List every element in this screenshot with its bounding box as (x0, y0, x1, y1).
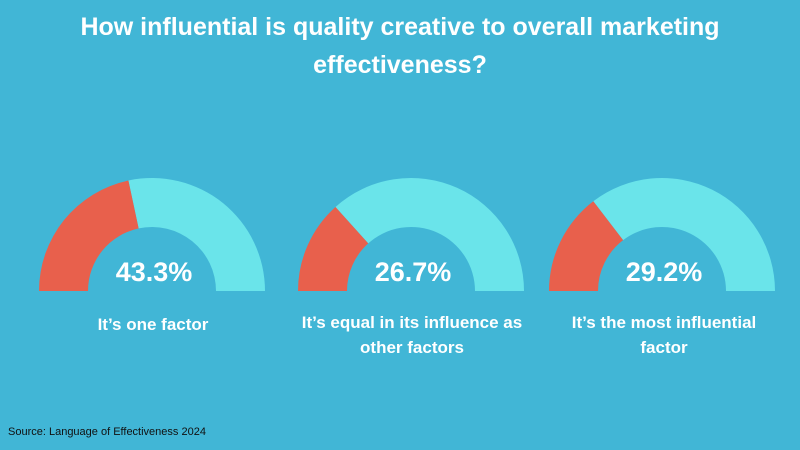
gauge-remaining-arc (128, 178, 265, 291)
source-note: Source: Language of Effectiveness 2024 (8, 426, 206, 438)
gauge-category-label: It’s equal in its influence as other fac… (301, 313, 523, 357)
chart-title: How influential is quality creative to o… (80, 13, 720, 79)
gauge-2 (298, 177, 524, 291)
gauge-value-label: 43.3% (115, 257, 193, 287)
gauge-value-arc (549, 201, 624, 291)
gauge-3 (549, 178, 775, 291)
gauge-1 (39, 178, 265, 291)
gauge-remaining-arc (335, 177, 524, 291)
gauge-value-label: 29.2% (625, 257, 703, 287)
gauge-category-label: It’s the most influential factor (571, 313, 757, 357)
gauge-value-label: 26.7% (374, 257, 452, 287)
gauge-value-arc (298, 206, 369, 291)
gauge-category-label: It’s one factor (97, 315, 209, 334)
gauge-remaining-arc (593, 178, 775, 291)
gauge-value-arc (39, 180, 139, 291)
